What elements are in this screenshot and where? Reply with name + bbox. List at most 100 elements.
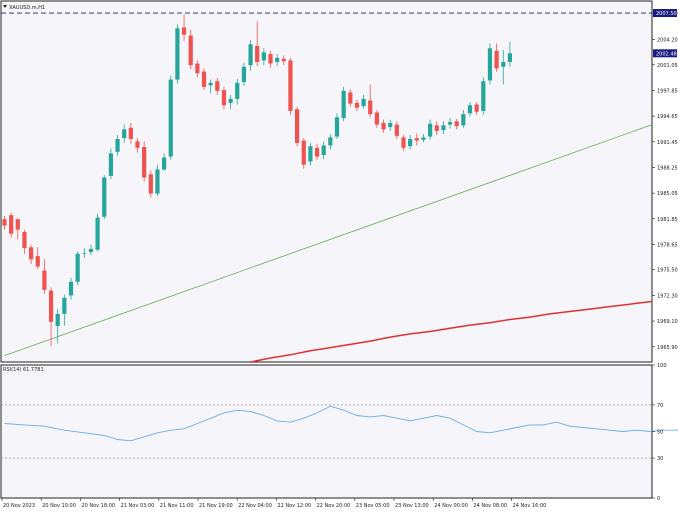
candle-body: [88, 248, 94, 253]
candle-body: [135, 141, 140, 148]
current-price-badge: 2002.48: [656, 51, 677, 57]
candle-body: [102, 177, 107, 217]
candle-body: [261, 52, 266, 61]
candle-body: [321, 145, 326, 156]
candle-body: [148, 174, 153, 194]
candle-body: [421, 137, 426, 140]
candle-body: [341, 90, 346, 119]
price-tick-label: 1972.30: [657, 293, 678, 299]
price-tick-label: 1978.65: [657, 242, 678, 248]
rsi-tick-label: 30: [657, 456, 663, 462]
price-tick-label: 1997.85: [657, 88, 678, 94]
candle-body: [295, 109, 300, 143]
candle-body: [2, 219, 7, 226]
candle-body: [208, 82, 213, 86]
candle-body: [255, 45, 260, 62]
time-tick-label: 22 Nov 04:00: [238, 503, 272, 509]
candle-body: [122, 129, 127, 139]
candle-body: [494, 50, 499, 69]
resistance-price-badge: 2007.50: [656, 11, 677, 17]
main-plot-area: [0, 0, 653, 363]
price-tick-label: 2001.05: [657, 63, 678, 69]
candle-body: [115, 138, 120, 152]
candle-body: [314, 147, 320, 157]
candle-body: [354, 102, 360, 108]
time-tick-label: 24 Nov 16:00: [513, 503, 547, 509]
time-tick-label: 22 Nov 20:00: [317, 503, 351, 509]
candle-body: [394, 124, 399, 136]
candle-body: [447, 122, 453, 125]
candle-body: [368, 100, 373, 115]
collapse-arrow-icon[interactable]: [3, 5, 7, 8]
candle-body: [487, 48, 493, 81]
rsi-label: RSI(14) 61.7781: [3, 367, 44, 373]
candle-body: [441, 125, 446, 131]
candle-body: [308, 146, 313, 162]
time-tick-label: 21 Nov 03:00: [121, 503, 155, 509]
candle-body: [235, 82, 240, 99]
price-tick-label: 1975.50: [657, 268, 678, 274]
candle-body: [155, 169, 160, 194]
time-tick-label: 21 Nov 11:00: [160, 503, 194, 509]
time-tick-label: 24 Nov 08:00: [473, 503, 507, 509]
candle-body: [301, 140, 306, 165]
candle-body: [414, 138, 419, 141]
price-tick-label: 1994.65: [657, 114, 678, 120]
candle-body: [215, 81, 220, 91]
candle-body: [75, 253, 80, 282]
candle-body: [281, 58, 286, 62]
time-tick-label: 24 Nov 00:00: [434, 503, 468, 509]
candle-body: [68, 281, 74, 296]
candle-body: [507, 53, 512, 62]
candle-body: [201, 71, 207, 87]
chart-symbol-label: XAUUSD.m,H1: [9, 5, 45, 11]
rsi-tick-label: 70: [657, 403, 663, 409]
rsi-line: [4, 405, 678, 442]
candle-body: [428, 123, 433, 137]
price-tick-label: 1991.45: [657, 140, 678, 146]
candle-body: [228, 98, 233, 103]
time-tick-label: 23 Nov 05:00: [356, 503, 390, 509]
rsi-tick-label: 100: [657, 363, 667, 369]
candle-body: [162, 157, 167, 170]
candle-body: [82, 252, 87, 254]
candle-body: [481, 81, 486, 111]
candle-body: [268, 53, 273, 64]
time-tick-label: 20 Nov 10:00: [42, 503, 76, 509]
candle-body: [454, 121, 459, 127]
price-tick-label: 1981.85: [657, 217, 678, 223]
candle-body: [62, 297, 67, 314]
moving-average-line: [250, 300, 652, 362]
current-price-badge-bg: [653, 49, 677, 58]
candle-body: [168, 79, 173, 157]
candle-body: [288, 60, 293, 111]
rsi-plot-area: [0, 364, 653, 499]
candle-body: [434, 125, 439, 131]
candle-body: [29, 247, 34, 260]
candle-body: [128, 127, 133, 139]
price-tick-label: 1988.25: [657, 165, 678, 171]
candle-body: [95, 217, 100, 250]
candle-body: [241, 66, 246, 83]
candle-body: [348, 92, 353, 104]
candle-body: [467, 105, 473, 114]
time-tick-label: 20 Nov 18:00: [81, 503, 115, 509]
candle-body: [328, 137, 333, 146]
time-tick-label: 23 Nov 13:00: [395, 503, 429, 509]
candle-body: [401, 137, 406, 148]
candle-body: [275, 57, 280, 62]
price-tick-label: 1965.90: [657, 345, 678, 351]
candle-body: [55, 313, 60, 326]
candle-body: [15, 219, 20, 230]
price-tick-label: 1985.05: [657, 191, 678, 197]
time-tick-label: 20 Nov 2023: [3, 503, 35, 509]
candle-body: [221, 90, 227, 106]
candle-body: [374, 112, 379, 125]
candle-body: [388, 122, 393, 127]
price-tick-label: 2004.20: [657, 38, 678, 44]
candle-body: [175, 28, 180, 80]
candle-body: [408, 138, 413, 147]
candle-body: [334, 117, 340, 137]
candle-body: [42, 270, 47, 290]
